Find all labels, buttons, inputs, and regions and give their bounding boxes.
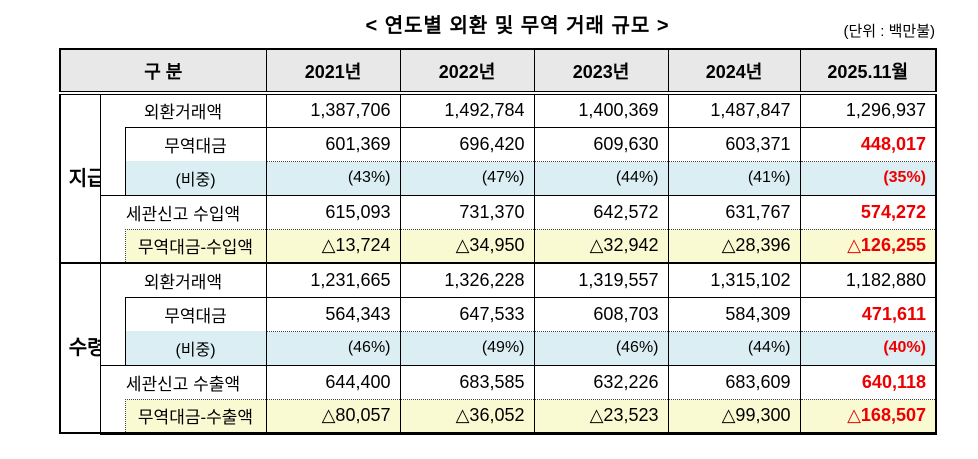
row-label: (비중) <box>124 331 267 366</box>
value-cell: 608,703 <box>533 296 669 331</box>
value-cell: △13,724 <box>265 228 401 264</box>
value-cell: (46%) <box>265 330 401 366</box>
table-row-receive-trade: 무역대금 564,343 647,533 608,703 584,309 471… <box>60 296 937 365</box>
value-cell: 1,387,706 <box>265 92 401 128</box>
header-year-2023: 2023년 <box>533 48 669 95</box>
value-cell: (44%) <box>667 330 801 366</box>
header-row: 구 분 2021년 2022년 2023년 2024년 2025.11월 <box>59 48 937 95</box>
value-cell: 647,533 <box>399 296 535 331</box>
value-cell: 696,420 <box>399 126 535 161</box>
table-row-receive-customs: 세관신고 수출액 644,400 683,585 632,226 683,609… <box>60 364 937 399</box>
value-cell: 1,326,228 <box>399 262 535 298</box>
row-label: 무역대금-수입액 <box>124 228 267 264</box>
fx-trade-table: 구 분 2021년 2022년 2023년 2024년 2025.11월 지급 … <box>59 48 937 435</box>
value-cell: 1,231,665 <box>265 262 401 298</box>
value-cell: △23,523 <box>533 398 669 435</box>
value-cell: (49%) <box>399 330 535 366</box>
section-label-pay: 지급 <box>59 92 101 264</box>
table-row-receive-ratio: (비중) (46%) (49%) (46%) (44%) (40%) <box>60 330 937 366</box>
value-cell-highlight: 640,118 <box>799 364 937 399</box>
indent-spacer <box>99 297 125 365</box>
value-cell-highlight: 471,611 <box>799 296 937 331</box>
value-cell: 584,309 <box>667 296 801 331</box>
row-label: 무역대금 <box>124 126 267 161</box>
table-row-receive-fx: 수령 외환거래액 1,231,665 1,326,228 1,319,557 1… <box>59 262 937 434</box>
value-cell: △80,057 <box>265 398 401 435</box>
table-row-pay-fx: 지급 외환거래액 1,387,706 1,492,784 1,400,369 1… <box>59 92 937 264</box>
table-title: < 연도별 외환 및 무역 거래 규모 > <box>365 15 670 37</box>
indent-spacer <box>99 229 125 264</box>
value-cell: △32,942 <box>533 228 669 264</box>
value-cell: △99,300 <box>667 398 801 435</box>
section-label-receive: 수령 <box>59 262 101 434</box>
table-row-pay-customs: 세관신고 수입액 615,093 731,370 642,572 631,767… <box>60 194 937 229</box>
header-year-2021: 2021년 <box>265 48 401 95</box>
value-cell: 603,371 <box>667 126 801 161</box>
value-cell: △36,052 <box>399 398 535 435</box>
value-cell: 632,226 <box>533 364 669 399</box>
value-cell-highlight: △126,255 <box>799 228 937 264</box>
value-cell: 683,609 <box>667 364 801 399</box>
value-cell: 731,370 <box>399 194 535 229</box>
value-cell: 609,630 <box>533 126 669 161</box>
value-cell: 1,492,784 <box>399 92 535 128</box>
value-cell: 1,315,102 <box>667 262 801 298</box>
value-cell: 1,487,847 <box>667 92 801 128</box>
header-year-2022: 2022년 <box>399 48 535 95</box>
value-cell: 1,400,369 <box>533 92 669 128</box>
value-cell: (46%) <box>533 330 669 366</box>
value-cell-highlight: 574,272 <box>799 194 937 229</box>
value-cell: 631,767 <box>667 194 801 229</box>
value-cell-highlight: (35%) <box>799 160 937 196</box>
section-label-text: 지급 <box>68 167 99 190</box>
title-bar: < 연도별 외환 및 무역 거래 규모 > (단위 : 백만불) <box>59 10 936 44</box>
table-row-pay-ratio: (비중) (43%) (47%) (44%) (41%) (35%) <box>60 160 937 196</box>
table-row-pay-diff: 무역대금-수입액 △13,724 △34,950 △32,942 △28,396… <box>60 228 937 264</box>
value-cell: 644,400 <box>265 364 401 399</box>
value-cell: 1,296,937 <box>799 92 937 128</box>
unit-label: (단위 : 백만불) <box>843 23 936 40</box>
value-cell: (41%) <box>667 160 801 196</box>
header-gubun: 구 분 <box>59 48 267 95</box>
row-label: 외환거래액 <box>99 92 267 127</box>
value-cell: 601,369 <box>265 126 401 161</box>
row-label: (비중) <box>124 161 267 196</box>
value-cell-highlight: △168,507 <box>799 398 937 435</box>
value-cell-highlight: 448,017 <box>799 126 937 161</box>
section-label-text: 수령 <box>68 337 99 359</box>
indent-spacer <box>99 127 125 195</box>
value-cell-highlight: (40%) <box>799 330 937 366</box>
row-label: 무역대금 <box>124 296 267 331</box>
value-cell: 615,093 <box>265 194 401 229</box>
table-row-pay-trade: 무역대금 601,369 696,420 609,630 603,371 448… <box>60 126 937 195</box>
row-label: 세관신고 수출액 <box>99 364 267 399</box>
value-cell: 642,572 <box>533 194 669 229</box>
value-cell: △28,396 <box>667 228 801 264</box>
row-label: 외환거래액 <box>99 262 267 297</box>
table-row-receive-diff: 무역대금-수출액 △80,057 △36,052 △23,523 △99,300… <box>60 398 937 435</box>
value-cell: (44%) <box>533 160 669 196</box>
row-label: 무역대금-수출액 <box>124 398 267 435</box>
value-cell: (47%) <box>399 160 535 196</box>
value-cell: 1,182,880 <box>799 262 937 298</box>
header-2025-11: 2025.11월 <box>799 48 937 95</box>
row-label: 세관신고 수입액 <box>99 194 267 229</box>
value-cell: (43%) <box>265 160 401 196</box>
value-cell: 1,319,557 <box>533 262 669 298</box>
value-cell: 683,585 <box>399 364 535 399</box>
value-cell: △34,950 <box>399 228 535 264</box>
value-cell: 564,343 <box>265 296 401 331</box>
header-year-2024: 2024년 <box>667 48 801 95</box>
indent-spacer <box>99 399 125 435</box>
